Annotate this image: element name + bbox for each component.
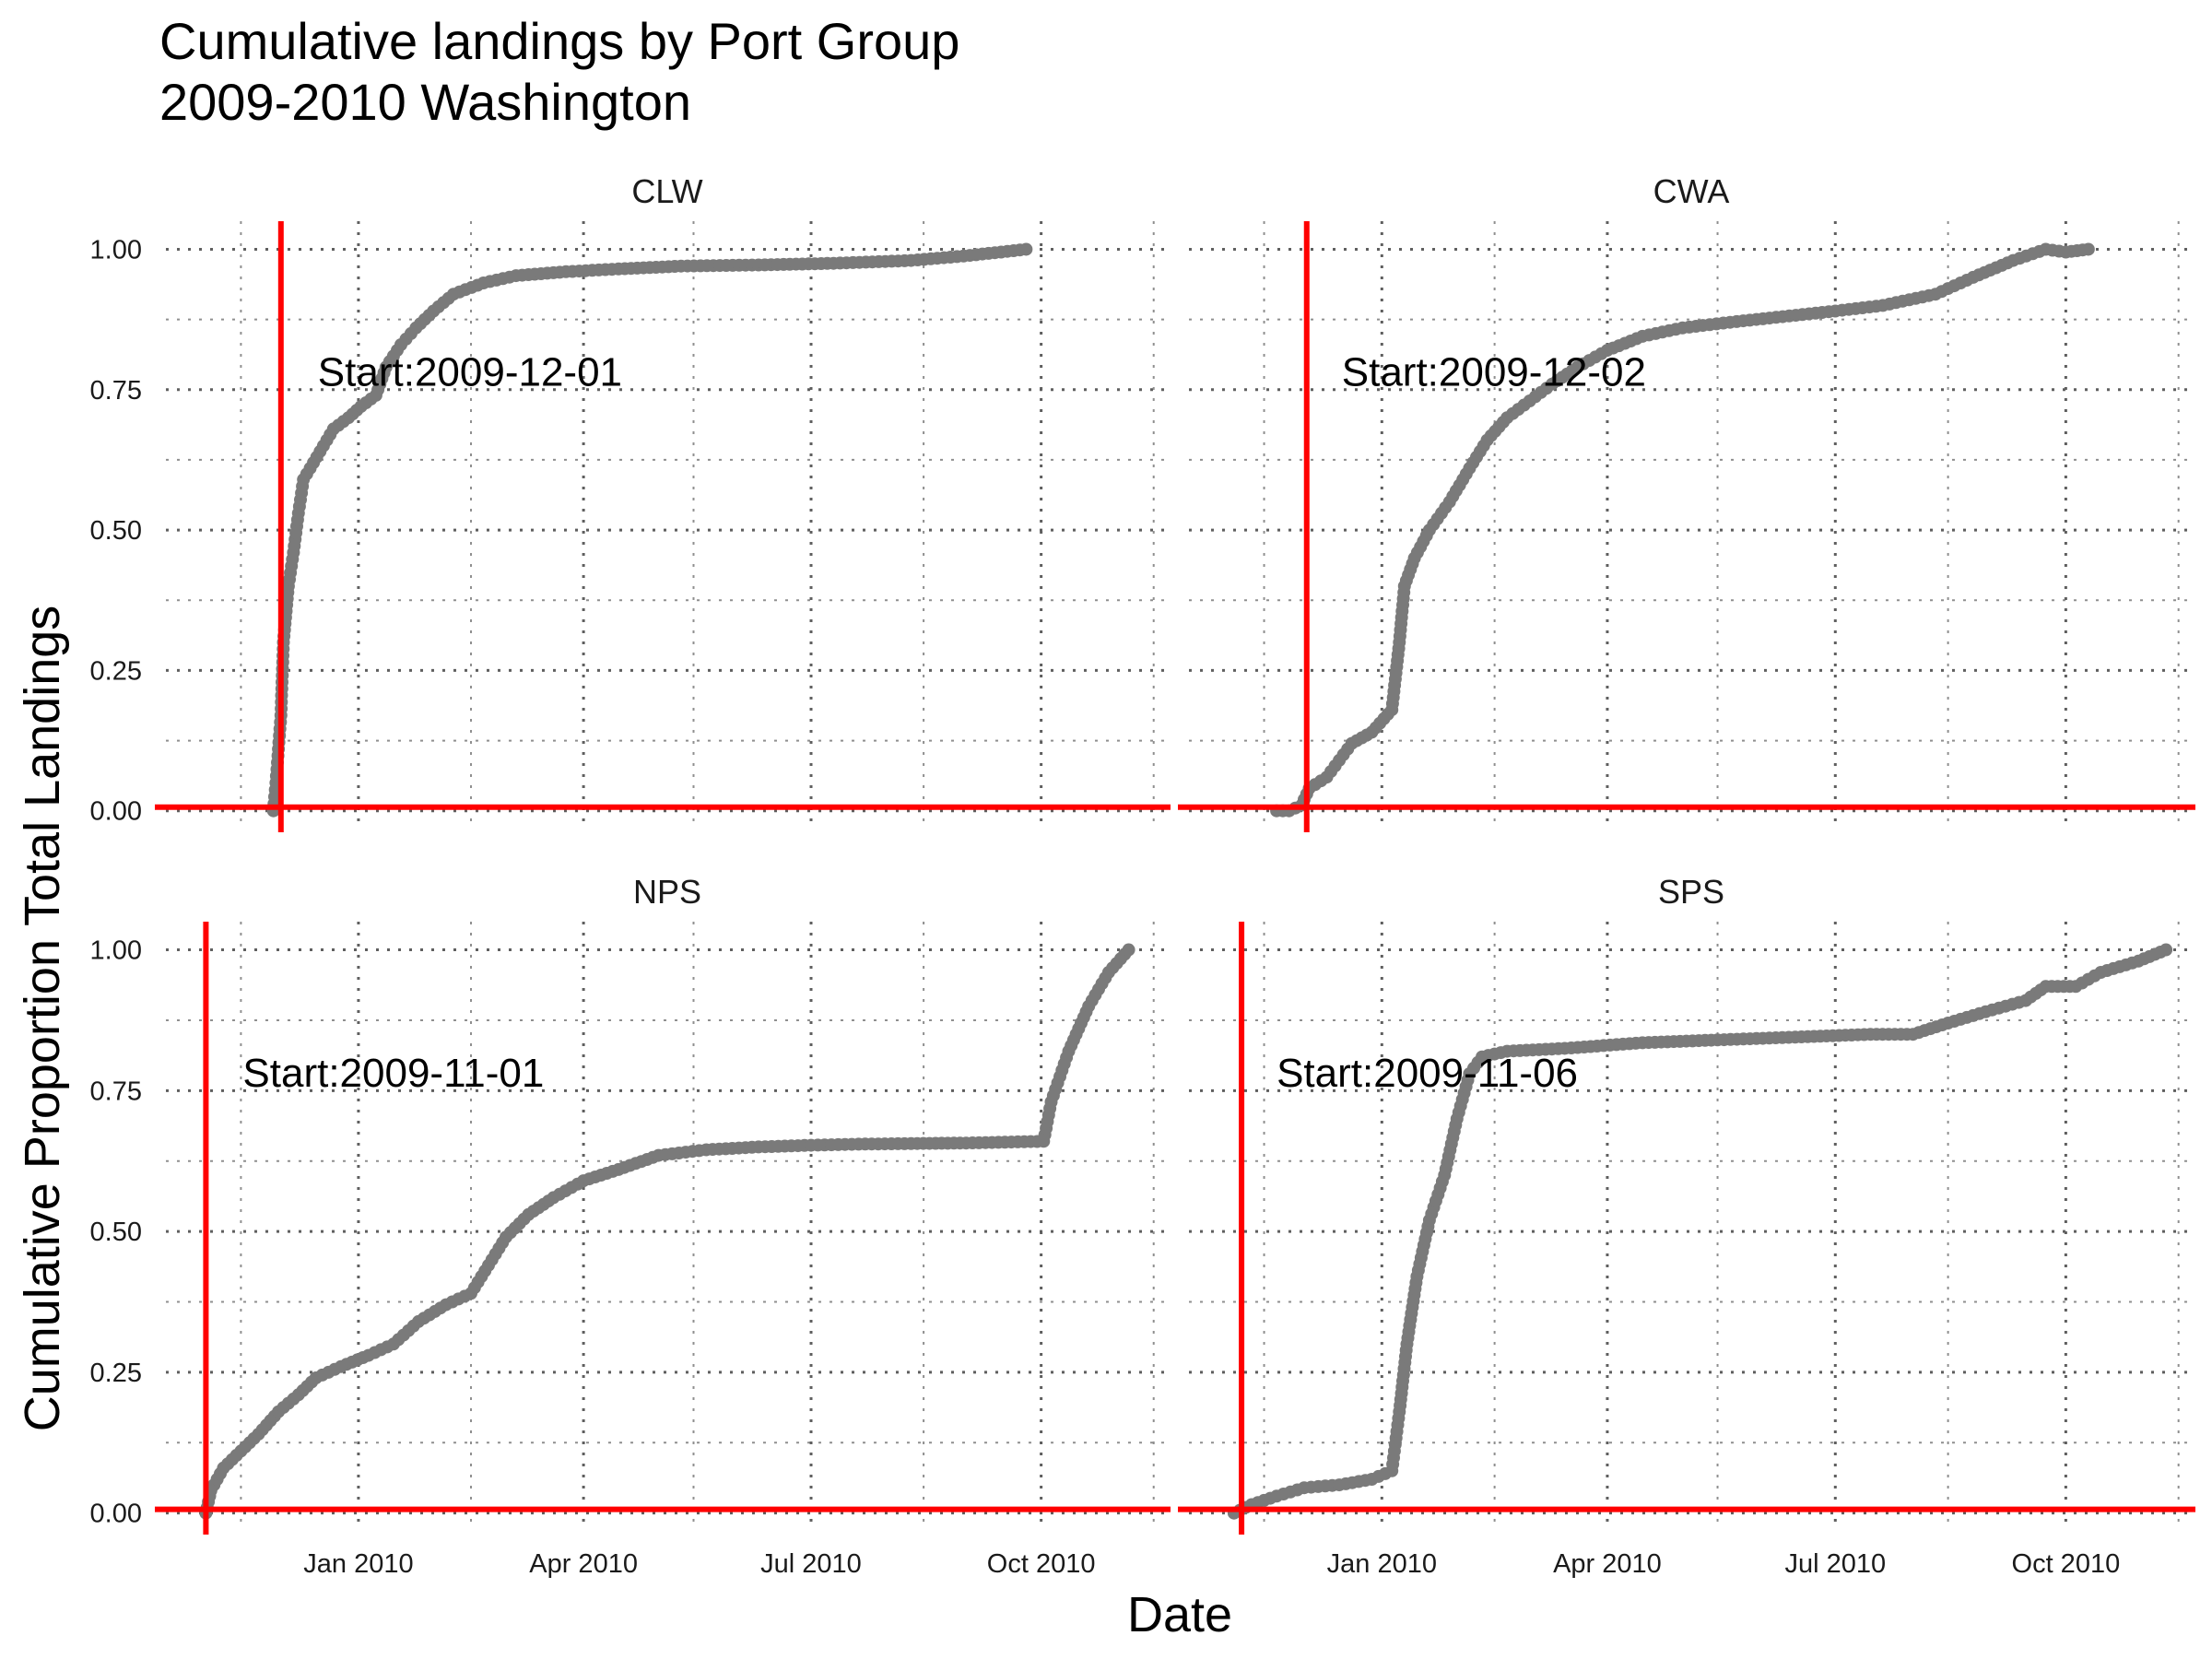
panel-strip-label: CWA — [1653, 172, 1730, 210]
series-line-clw — [272, 248, 1027, 811]
panel-strip-label: SPS — [1658, 873, 1724, 911]
start-annotation: Start:2009-12-02 — [1342, 350, 1646, 395]
data-point — [2159, 943, 2173, 957]
panel-sps: SPS Jan 2010 Apr 2010 Jul 2010 Oct 2010 Start… — [1178, 873, 2195, 1579]
x-tick-label: Oct 2010 — [2012, 1549, 2121, 1579]
start-annotation: Start:2009-12-01 — [318, 350, 622, 395]
panel-cwa: CWA Start:2009-12-02 — [1178, 172, 2195, 832]
y-tick-label: 0.00 — [90, 797, 142, 827]
facet-panels: CLW0.000.250.500.751.00Start:2009-12-01C… — [90, 172, 2195, 1579]
x-axis-title: Date — [1127, 1587, 1232, 1642]
chart-title-line-1: Cumulative landings by Port Group — [159, 12, 959, 70]
data-point — [1019, 242, 1033, 256]
start-annotation: Start:2009-11-06 — [1277, 1051, 1578, 1096]
series-points-clw — [266, 242, 1033, 818]
x-tick-label: Oct 2010 — [987, 1549, 1096, 1579]
panel-strip-label: CLW — [631, 172, 702, 210]
y-tick-label: 0.75 — [90, 376, 142, 406]
y-tick-label: 0.50 — [90, 516, 142, 546]
y-axis-title: Cumulative Proportion Total Landings — [15, 606, 70, 1432]
panel-nps: NPS 0.00 0.25 0.50 0.75 1.00 Jan 2010 Apr 2010 J… — [90, 873, 1171, 1579]
y-tick-label: 0.50 — [90, 1218, 142, 1247]
x-tick-label: Jul 2010 — [760, 1549, 862, 1579]
x-tick-label: Jan 2010 — [1327, 1549, 1437, 1579]
chart-title-line-2: 2009-2010 Washington — [159, 73, 691, 131]
series-points-sps — [1227, 943, 2173, 1520]
x-tick-label: Jul 2010 — [1784, 1549, 1886, 1579]
y-tick-label: 0.25 — [90, 1359, 142, 1388]
data-point — [2081, 242, 2095, 256]
series-points-cwa — [1270, 242, 2095, 818]
series-points-nps — [199, 943, 1135, 1520]
y-tick-label: 0.25 — [90, 656, 142, 686]
y-tick-label: 1.00 — [90, 936, 142, 966]
x-tick-label: Apr 2010 — [1553, 1549, 1662, 1579]
start-annotation: Start:2009-11-01 — [242, 1051, 544, 1096]
data-point — [1122, 943, 1135, 957]
x-tick-label: Jan 2010 — [303, 1549, 413, 1579]
y-tick-label: 0.00 — [90, 1500, 142, 1529]
x-tick-label: Apr 2010 — [529, 1549, 638, 1579]
panel-strip-label: NPS — [633, 873, 701, 911]
y-tick-label: 0.75 — [90, 1077, 142, 1106]
panel-clw: CLW 0.00 0.25 0.50 0.75 1.00 Start:2009-12-01 — [90, 172, 1171, 832]
y-tick-label: 1.00 — [90, 235, 142, 265]
